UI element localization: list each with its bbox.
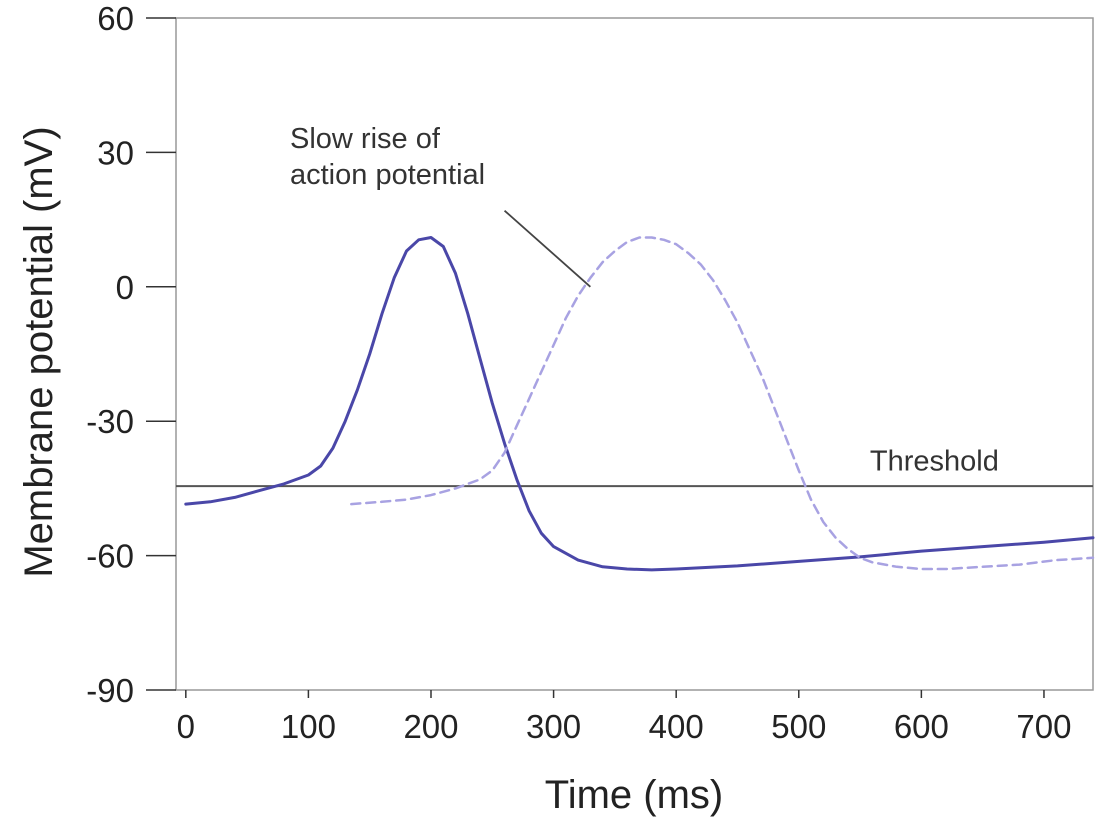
x-axis: 0 100 200 300 400 500 600 700 xyxy=(177,690,1071,745)
y-tick-label: -90 xyxy=(86,672,134,709)
x-tick-label: 500 xyxy=(771,708,826,745)
x-tick-label: 200 xyxy=(403,708,458,745)
slow-rise-label-line2: action potential xyxy=(290,159,485,191)
series-line-normal xyxy=(184,236,1095,572)
y-tick-label: 30 xyxy=(97,134,134,171)
plot-content: Threshold Slow rise of action potential xyxy=(176,123,1095,572)
series-line-slow-rise xyxy=(350,236,1095,571)
y-axis: 60 30 0 -30 -60 -90 xyxy=(86,0,176,709)
x-tick-label: 400 xyxy=(649,708,704,745)
x-axis-title: Time (ms) xyxy=(545,773,723,817)
y-tick-label: -30 xyxy=(86,403,134,440)
x-tick-label: 0 xyxy=(177,708,195,745)
x-tick-label: 600 xyxy=(894,708,949,745)
y-tick-label: 60 xyxy=(97,0,134,37)
x-tick-label: 300 xyxy=(526,708,581,745)
slow-rise-label-line1: Slow rise of xyxy=(290,123,441,155)
y-tick-label: 0 xyxy=(116,269,134,306)
threshold-label: Threshold xyxy=(870,445,999,477)
y-tick-label: -60 xyxy=(86,538,134,575)
plot-frame xyxy=(175,17,1094,691)
x-tick-label: 700 xyxy=(1016,708,1071,745)
annotation-leader-line xyxy=(503,209,591,288)
x-tick-label: 100 xyxy=(281,708,336,745)
y-axis-title: Membrane potential (mV) xyxy=(17,126,61,577)
